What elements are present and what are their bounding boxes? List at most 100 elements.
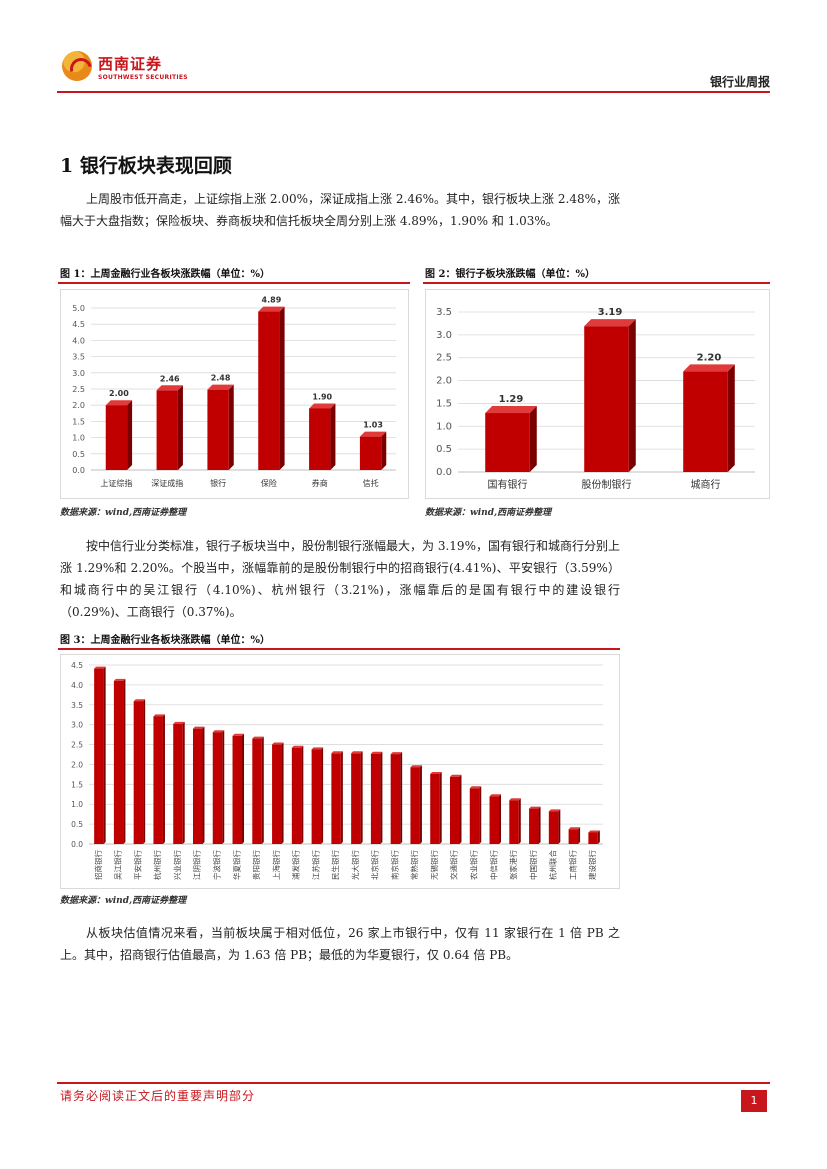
y-tick-label: 2.5: [71, 741, 83, 750]
bar: [156, 385, 183, 470]
bar-front: [232, 735, 243, 844]
bar-side: [242, 733, 245, 844]
bar-side: [127, 400, 133, 470]
bar: [430, 771, 442, 844]
paragraph-text: 上周股市低开高走，上证综指上涨 2.00%，深证成指上涨 2.46%。其中，银行…: [60, 192, 620, 228]
x-tick-label: 上证综指: [100, 478, 132, 488]
y-tick-label: 3.0: [71, 721, 83, 730]
figure2-title: 图 2：银行子板块涨跌幅（单位：%）: [425, 269, 595, 280]
bar-front: [258, 311, 280, 470]
subsector-paragraph: 按中信行业分类标准，银行子板块当中，股份制银行涨幅最大，为 3.19%，国有银行…: [60, 535, 620, 623]
x-tick-label: 华夏银行: [231, 850, 241, 880]
bar: [133, 699, 146, 844]
figure3-divider: [58, 648, 620, 650]
y-tick-label: 0.5: [72, 450, 85, 459]
x-tick-label: 浦发银行: [291, 850, 301, 880]
y-tick-label: 3.5: [71, 701, 83, 710]
bar-top: [509, 798, 521, 801]
paragraph-text: 从板块估值情况来看，当前板块属于相对低位，26 家上市银行中，仅有 11 家银行…: [60, 926, 620, 962]
bar-front: [568, 829, 579, 844]
figure1-chart: 0.0 0.5 1.0 1.5 2.0 2.5 3.0 3.5 4.0 4.5 5.0 2.00 上证综…: [60, 289, 409, 499]
data-label: 2.20: [697, 352, 722, 363]
company-logo-icon: [62, 51, 92, 81]
bar-top: [351, 751, 363, 754]
y-tick-label: 4.0: [72, 336, 85, 345]
bar-front: [309, 408, 331, 470]
y-tick-label: 5.0: [72, 304, 85, 313]
bar: [207, 384, 234, 470]
bar: [359, 431, 387, 470]
logo-english-name: SOUTHWEST SECURITIES: [98, 74, 188, 81]
figure3-title: 图 3：上周金融行业各板块涨跌幅（单位：%）: [60, 635, 270, 646]
bar: [548, 809, 561, 844]
bar: [252, 736, 264, 844]
bar-side: [518, 798, 521, 844]
bar: [449, 774, 462, 844]
y-tick-label: 1.5: [436, 398, 452, 409]
x-tick-label: 贵阳银行: [251, 850, 261, 880]
data-label: 2.48: [211, 374, 231, 383]
bar-top: [311, 747, 324, 750]
bar: [291, 745, 304, 844]
bar-side: [400, 752, 403, 844]
bar-front: [252, 738, 262, 844]
bar-side: [360, 751, 363, 844]
bar: [568, 827, 581, 844]
bar: [105, 400, 133, 470]
y-tick-label: 3.5: [436, 307, 452, 318]
section-heading: 1 银行板块表现回顾: [60, 155, 232, 177]
bar: [485, 406, 537, 472]
data-label: 1.90: [312, 392, 332, 401]
x-tick-label: 兴业银行: [172, 850, 182, 880]
y-tick-label: 0.5: [436, 444, 452, 455]
y-tick-label: 0.0: [72, 466, 85, 475]
bar-front: [156, 390, 178, 470]
bar-side: [281, 742, 284, 844]
bar-front: [212, 732, 223, 844]
report-title: 银行业周报: [709, 75, 770, 89]
bar: [173, 721, 185, 844]
bar-side: [381, 431, 387, 470]
y-tick-label: 1.0: [71, 800, 83, 809]
bar-top: [258, 306, 285, 312]
bar-side: [143, 699, 146, 844]
intro-paragraph: 上周股市低开高走，上证综指上涨 2.00%，深证成指上涨 2.46%。其中，银行…: [60, 188, 620, 232]
bar-front: [469, 788, 480, 844]
figure1-source: 数据来源：wind,西南证券整理: [60, 508, 187, 518]
bar-top: [212, 730, 225, 733]
bar-side: [628, 319, 636, 472]
bar-front: [410, 767, 420, 844]
bar-front: [370, 753, 381, 844]
bar-front: [192, 728, 203, 844]
bar-side: [479, 786, 482, 844]
data-label: 2.46: [160, 374, 180, 383]
bar: [311, 747, 324, 844]
bar-top: [173, 721, 185, 724]
x-tick-label: 常熟银行: [409, 850, 419, 880]
bar-top: [309, 403, 336, 409]
bar-top: [489, 794, 502, 797]
data-label: 4.89: [262, 296, 282, 305]
x-tick-label: 股份制银行: [582, 478, 632, 491]
bar-side: [578, 827, 581, 844]
bar-front: [529, 808, 539, 844]
figure3-source: 数据来源：wind,西南证券整理: [60, 896, 187, 906]
bar-top: [390, 752, 403, 755]
bar: [390, 752, 403, 844]
y-tick-label: 2.0: [72, 401, 85, 410]
bar-front: [207, 389, 229, 470]
bar-side: [538, 806, 541, 844]
bar: [113, 678, 126, 844]
bar-front: [153, 716, 163, 844]
bar: [509, 798, 521, 844]
bar: [683, 364, 735, 472]
bar-front: [683, 371, 728, 472]
bar-side: [279, 306, 285, 470]
bar: [258, 306, 285, 470]
bar-front: [331, 753, 341, 844]
bar-side: [558, 809, 561, 844]
bar-top: [410, 765, 422, 768]
bar-front: [311, 749, 322, 844]
bar-side: [529, 406, 537, 472]
bar-top: [192, 726, 205, 729]
